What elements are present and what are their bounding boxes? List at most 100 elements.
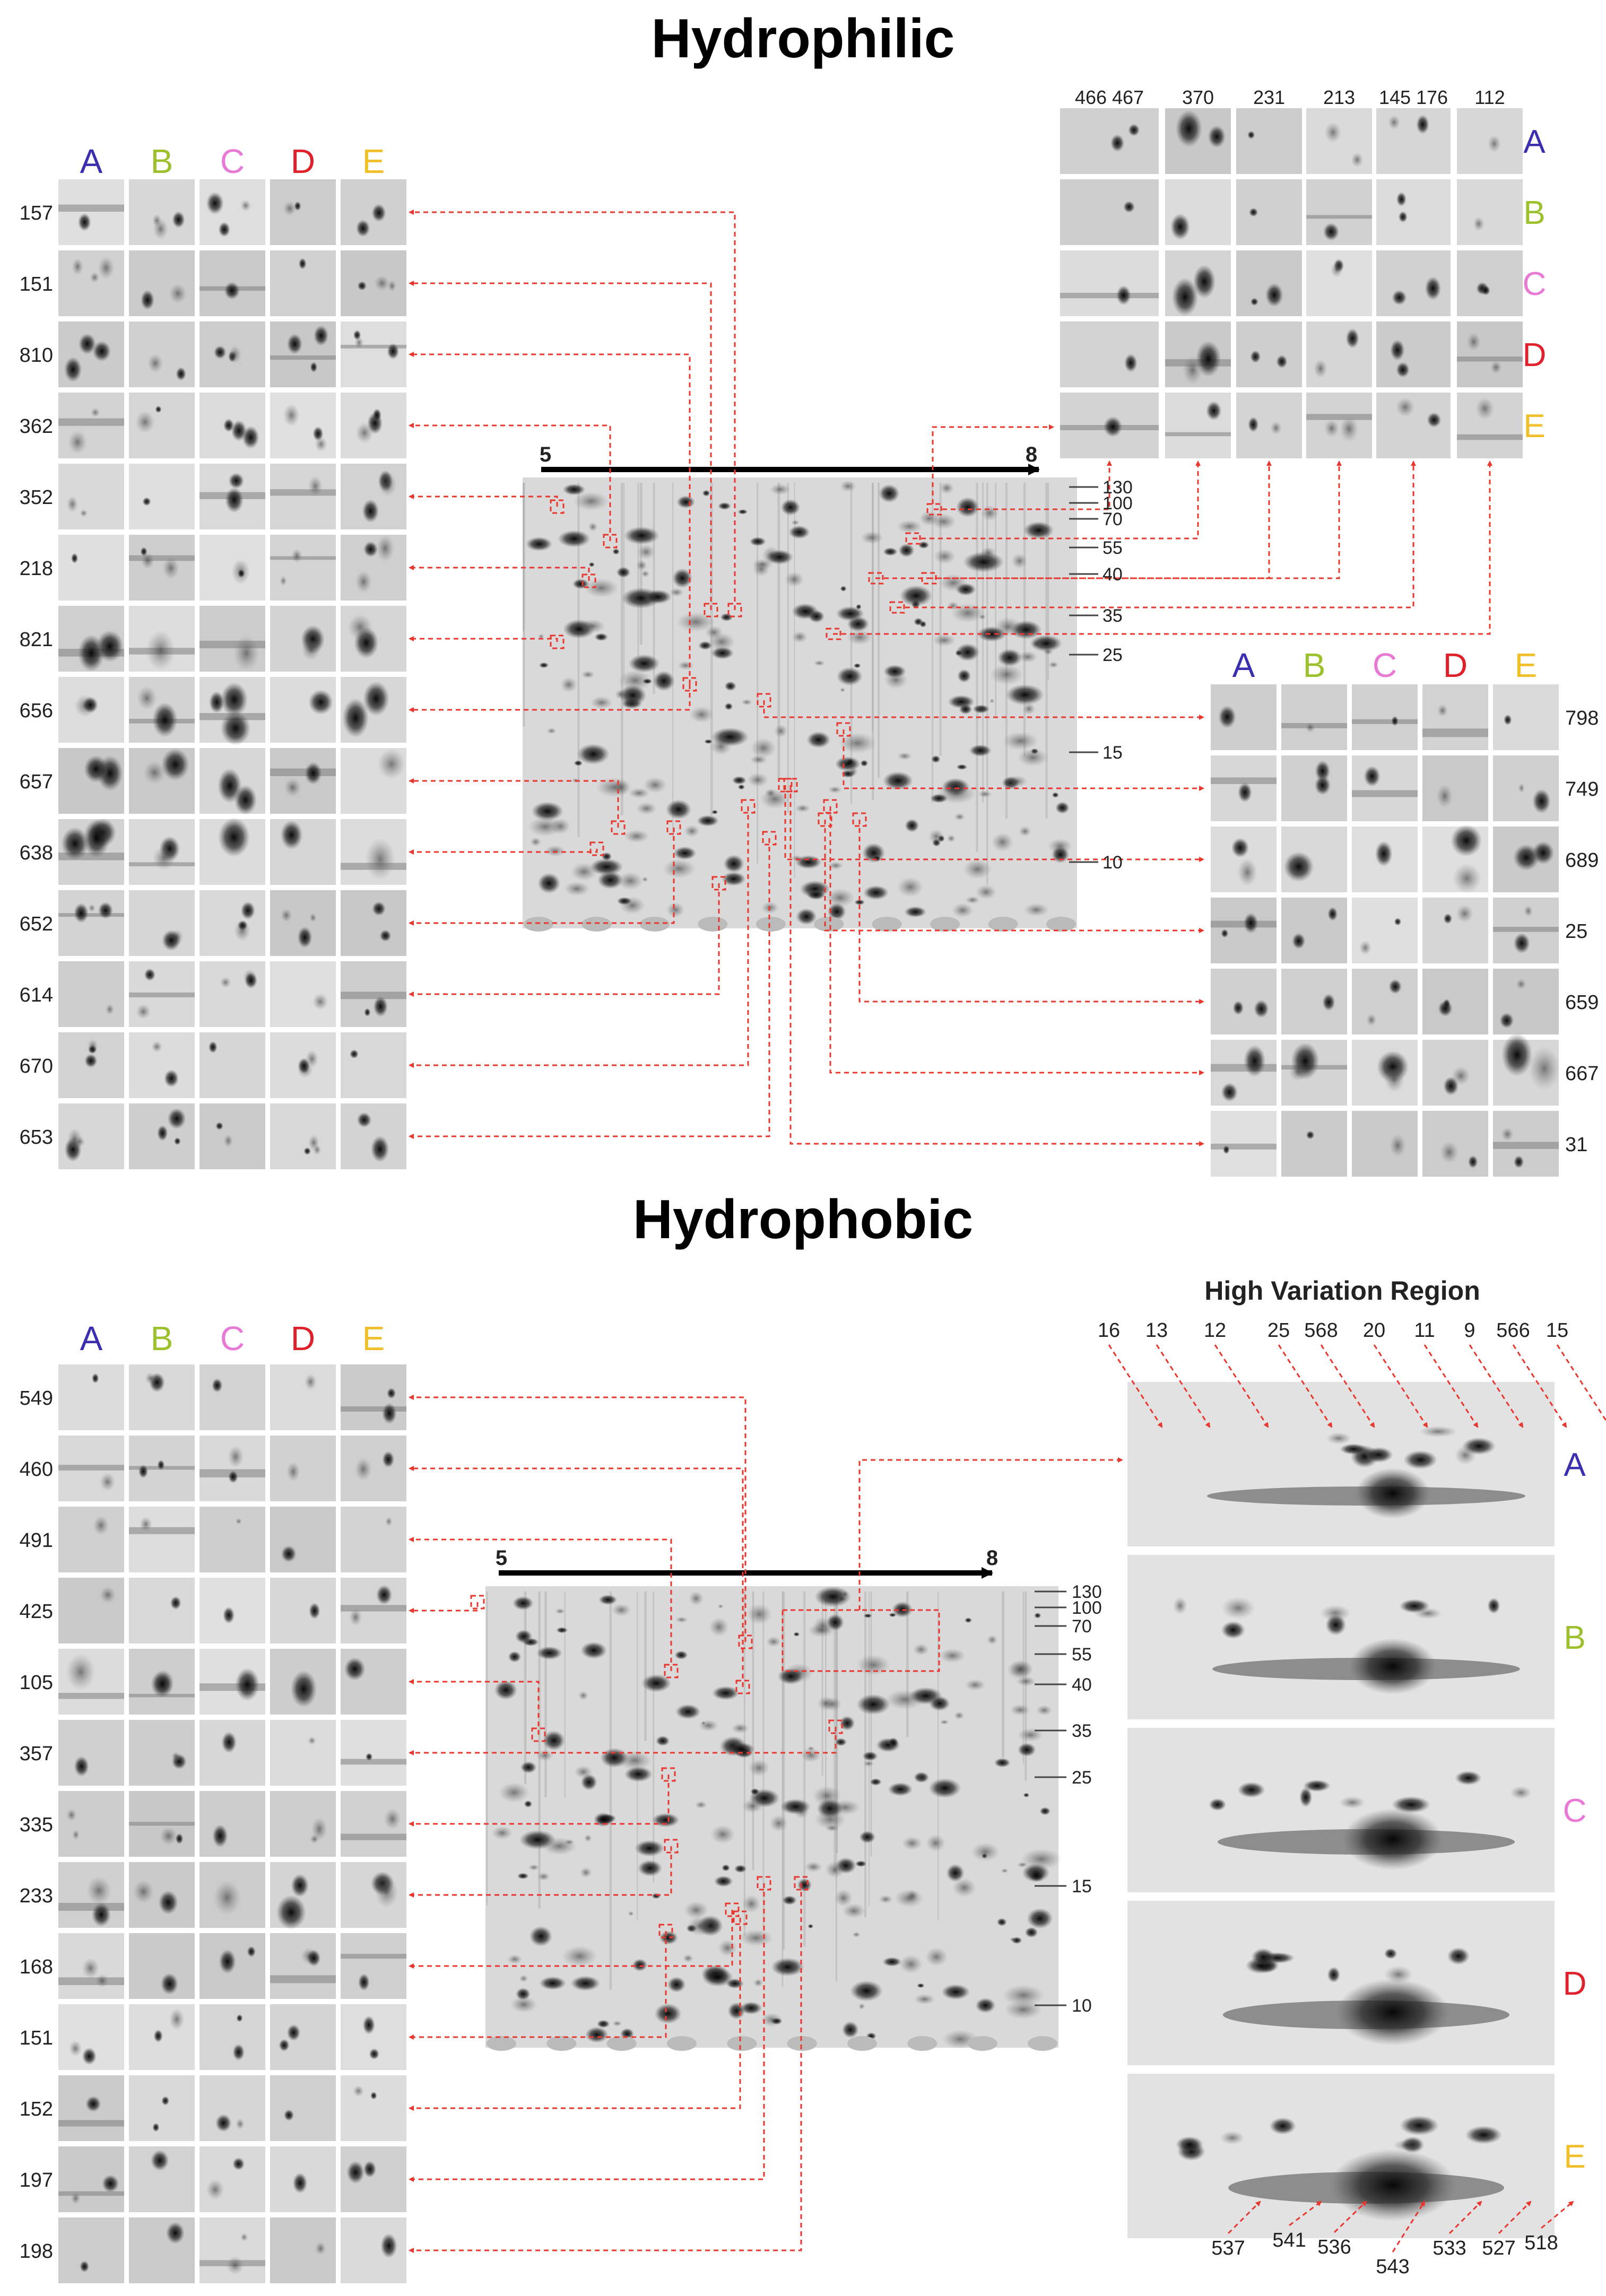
protein-spot	[494, 1680, 517, 1700]
protein-spot	[1324, 419, 1339, 438]
streak	[58, 913, 124, 917]
row-letter-A: A	[1523, 124, 1546, 160]
protein-spot	[644, 589, 672, 604]
tile-background	[1060, 321, 1159, 387]
vertical-streak	[939, 483, 942, 756]
protein-spot	[997, 648, 1022, 667]
protein-spot	[1124, 353, 1138, 372]
protein-spot	[68, 430, 87, 454]
spot-id-label: 527	[1482, 2237, 1515, 2259]
spot-highlight-box	[823, 799, 838, 814]
tile-background	[1236, 250, 1302, 316]
streak	[1352, 790, 1418, 797]
spot-id-label: 335	[20, 1814, 53, 1836]
spot-id-label: 533	[1433, 2237, 1466, 2259]
spot-highlight-box	[794, 1876, 809, 1891]
connector-arrow	[409, 636, 558, 642]
protein-spot	[792, 631, 808, 643]
gel-crop-tile	[1211, 1040, 1277, 1106]
gel-crop-tile	[129, 1649, 195, 1715]
protein-spot	[280, 820, 303, 850]
protein-spot	[726, 1978, 744, 1989]
column-header-C: C	[220, 142, 245, 180]
protein-spot	[828, 786, 842, 794]
protein-spot	[72, 258, 84, 275]
protein-spot	[1390, 1134, 1406, 1158]
gel-crop-tile	[341, 1507, 406, 1572]
gel-crop-tile	[199, 1578, 265, 1643]
protein-spot	[1456, 905, 1473, 923]
spot-id-label: 357	[20, 1743, 53, 1765]
protein-spot	[724, 702, 733, 710]
protein-spot	[365, 838, 395, 881]
protein-spot	[860, 760, 869, 767]
connector-arrow	[1541, 2201, 1574, 2229]
protein-spot	[573, 491, 609, 511]
spot-id-label: 425	[20, 1601, 53, 1623]
spot-id-label: 466 467	[1075, 86, 1144, 108]
protein-spot	[947, 834, 956, 842]
protein-spot	[1270, 421, 1282, 435]
protein-spot	[722, 872, 746, 886]
protein-spot	[996, 1918, 1007, 1926]
streak	[341, 1833, 406, 1840]
protein-spot	[1010, 620, 1042, 640]
protein-spot	[593, 1812, 613, 1827]
protein-spot	[808, 1924, 813, 1929]
gel-crop-tile	[270, 961, 336, 1027]
high-variation-panel-B	[1127, 1555, 1555, 1719]
tile-background	[270, 1507, 336, 1572]
protein-spot	[1237, 782, 1252, 803]
gel-crop-tile	[199, 2004, 265, 2070]
gel-crop-tile	[341, 250, 406, 316]
protein-spot	[1048, 661, 1059, 668]
protein-spot	[731, 1723, 749, 1734]
protein-spot	[1504, 714, 1512, 726]
spot-highlight-box	[818, 812, 832, 827]
protein-spot	[376, 535, 394, 562]
protein-spot	[542, 1837, 577, 1856]
protein-spot	[1313, 359, 1327, 378]
protein-spot	[1002, 732, 1038, 751]
tile-background	[1422, 898, 1488, 963]
protein-spot	[1487, 135, 1501, 153]
protein-spot	[769, 1814, 788, 1832]
gel-crop-tile	[58, 1578, 124, 1643]
vertical-streak	[794, 483, 795, 878]
protein-spot	[637, 1859, 663, 1877]
protein-spot	[1022, 703, 1036, 715]
protein-spot	[1455, 1770, 1482, 1786]
well	[787, 2036, 817, 2051]
protein-spot	[618, 669, 652, 691]
vertical-streak	[872, 483, 873, 732]
tile-background	[58, 535, 124, 601]
protein-spot	[828, 862, 844, 870]
protein-spot	[223, 1134, 233, 1147]
protein-spot	[580, 1867, 592, 1878]
protein-spot	[750, 1788, 760, 1795]
spot-id-label: 151	[20, 273, 53, 295]
gel-crop-tile	[341, 535, 406, 601]
row-letter-B: B	[1564, 1620, 1585, 1656]
protein-spot	[879, 484, 900, 503]
protein-spot	[1018, 1728, 1044, 1742]
streak	[58, 1902, 124, 1911]
connector-arrow	[409, 1775, 670, 1827]
protein-spot	[363, 2161, 377, 2178]
gel-crop-tile	[1376, 393, 1451, 458]
spot-id-label: 659	[1565, 992, 1599, 1014]
row-letter-C: C	[1563, 1793, 1587, 1829]
protein-spot	[585, 2027, 609, 2043]
spot-highlight-box	[603, 534, 618, 549]
protein-spot	[1001, 1868, 1009, 1873]
tile-background	[199, 1791, 265, 1857]
protein-spot	[160, 1973, 179, 1995]
row-letter-B: B	[1523, 195, 1545, 231]
protein-spot	[612, 2020, 622, 2027]
protein-spot	[1221, 1596, 1255, 1620]
gel-crop-tile	[341, 1103, 406, 1169]
gel-crop-tile	[341, 890, 406, 956]
protein-spot	[711, 810, 718, 814]
protein-spot	[752, 559, 774, 570]
